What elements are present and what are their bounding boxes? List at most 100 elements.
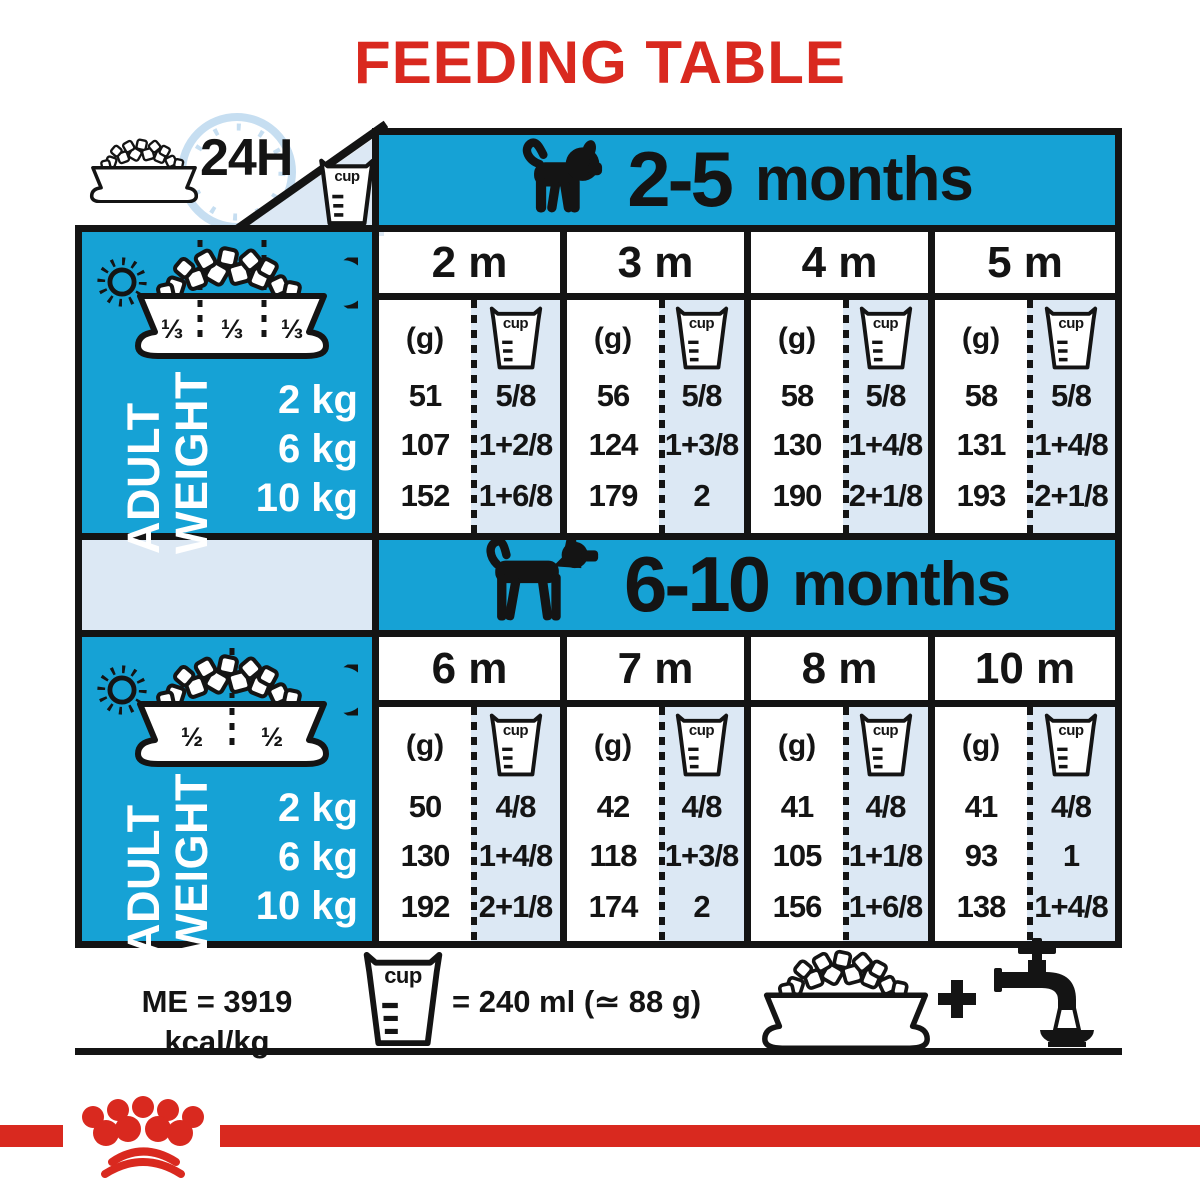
weight-row-label: 10 kg [255, 884, 358, 928]
grams-unit-label: (g) [777, 729, 817, 762]
brand-stripe [220, 1125, 1200, 1147]
age-unit: months [754, 144, 974, 214]
grams-value: 93 [964, 838, 998, 873]
ration-bowl-thirds-icon: ⅓ ⅓ ⅓ [135, 240, 329, 359]
moon-icon [318, 663, 358, 717]
weight-row-label: 6 kg [277, 835, 358, 879]
grams-subcolumn: (g) 56 124 179 [567, 300, 659, 533]
month-column-3m: 3 m (g) 56 124 179 cup 5/8 1+3/8 2 [567, 232, 744, 533]
border-line [928, 630, 935, 948]
weight-row-label: 2 kg [277, 786, 358, 830]
grams-unit-label: (g) [405, 729, 445, 762]
grams-subcolumn: (g) 41 93 138 [935, 707, 1027, 941]
grams-value: 152 [400, 478, 451, 513]
moon-icon [318, 256, 358, 310]
grams-value: 124 [588, 427, 639, 462]
grams-value: 56 [596, 378, 630, 413]
grams-subcolumn: (g) 58 131 193 [935, 300, 1027, 533]
month-label: 2 m [431, 237, 508, 287]
section2-age-header: 6-10 months [379, 538, 1115, 630]
cup-subcolumn: cup 5/8 1+3/8 2 [659, 300, 744, 533]
month-column-2m: 2 m (g) 51 107 152 cup 5/8 1+2/8 1+6/8 [379, 232, 560, 533]
month-label: 8 m [801, 643, 878, 693]
cup-value: 1 [1062, 838, 1080, 873]
cup-value: 2 [693, 889, 710, 924]
cup-value: 2+1/8 [1034, 478, 1108, 513]
cup-value: 1+6/8 [478, 478, 553, 513]
month-label: 7 m [617, 643, 694, 693]
month-label: 3 m [617, 237, 694, 287]
footer-rule [75, 1048, 1122, 1055]
cup-subcolumn: cup 5/8 1+4/8 2+1/8 [1027, 300, 1115, 533]
cup-subcolumn: cup 5/8 1+4/8 2+1/8 [843, 300, 928, 533]
cup-value: 5/8 [1050, 378, 1092, 413]
cup-value: 1+6/8 [848, 889, 923, 924]
cup-value: 5/8 [495, 378, 536, 413]
bowl-fraction: ⅓ [221, 314, 244, 344]
24h-label: 24H [200, 129, 293, 187]
measuring-cup-icon: cup [489, 306, 543, 370]
royal-canin-crown-logo [82, 1096, 204, 1178]
grams-subcolumn: (g) 42 118 174 [567, 707, 659, 941]
kibble-bowl-icon [748, 946, 944, 1050]
border-line [372, 128, 379, 948]
section1-header-bg [372, 128, 1122, 232]
month-label: 10 m [974, 643, 1076, 693]
measuring-cup-icon: cup [675, 713, 729, 777]
cup-icon-label: cup [688, 721, 715, 739]
grams-unit-label: (g) [405, 322, 445, 355]
age-range: 2-5 [627, 134, 734, 223]
border-line [744, 225, 751, 540]
grams-value: 42 [596, 789, 630, 824]
section2-header-bg [372, 533, 1122, 637]
cup-value: 1+4/8 [1034, 427, 1108, 462]
measuring-cup-icon: cup [859, 306, 913, 370]
cup-icon-label: cup [384, 963, 422, 989]
grams-value: 174 [588, 889, 639, 924]
cup-value: 1+1/8 [848, 838, 923, 873]
grams-value: 193 [956, 478, 1007, 513]
measuring-cup-icon: cup [360, 951, 446, 1047]
grams-value: 138 [956, 889, 1007, 924]
border-line [75, 630, 1122, 637]
grams-value: 192 [400, 889, 451, 924]
cup-icon-label: cup [872, 721, 899, 739]
cup-icon-label: cup [1058, 721, 1084, 739]
page-title: FEEDING TABLE [354, 29, 846, 96]
kibble-bowl-icon [88, 136, 200, 203]
grams-value: 131 [956, 427, 1007, 462]
month-column-5m: 5 m (g) 58 131 193 cup 5/8 1+4/8 2+1/8 [935, 232, 1115, 533]
cup-icon-label: cup [502, 314, 529, 332]
border-line [560, 225, 567, 540]
grams-value: 130 [772, 427, 823, 462]
measuring-cup-icon: cup [318, 158, 376, 226]
grams-subcolumn: (g) 58 130 190 [751, 300, 843, 533]
month-column-7m: 7 m (g) 42 118 174 cup 4/8 1+3/8 2 [567, 637, 744, 941]
cup-value: 1+2/8 [478, 427, 553, 462]
border-line [928, 225, 935, 540]
grams-subcolumn: (g) 41 105 156 [751, 707, 843, 941]
cup-icon-label: cup [688, 314, 715, 332]
border-line [744, 630, 751, 948]
weight-row-label: 2 kg [277, 378, 358, 422]
bowl-fraction: ⅓ [281, 314, 304, 344]
section1-age-header: 2-5 months [379, 133, 1115, 225]
grams-unit-label: (g) [961, 729, 1001, 762]
weight-row-label: 6 kg [277, 427, 358, 471]
cup-subcolumn: cup 5/8 1+2/8 1+6/8 [471, 300, 560, 533]
grams-value: 41 [780, 789, 814, 824]
grams-value: 105 [772, 838, 823, 873]
cup-value: 1+4/8 [848, 427, 923, 462]
border-line [75, 533, 1122, 540]
month-column-6m: 6 m (g) 50 130 192 cup 4/8 1+4/8 2+1/8 [379, 637, 560, 941]
cup-value: 4/8 [1050, 789, 1092, 824]
cup-icon-label: cup [872, 314, 899, 332]
cup-value: 1+3/8 [664, 427, 739, 462]
cup-value: 1+4/8 [1034, 889, 1108, 924]
cup-value: 1+3/8 [664, 838, 739, 873]
border-line [372, 128, 1122, 135]
cup-value: 5/8 [681, 378, 722, 413]
border-line [1115, 128, 1122, 948]
side-gap-cell [75, 533, 378, 637]
bowl-fraction: ⅓ [161, 314, 184, 344]
